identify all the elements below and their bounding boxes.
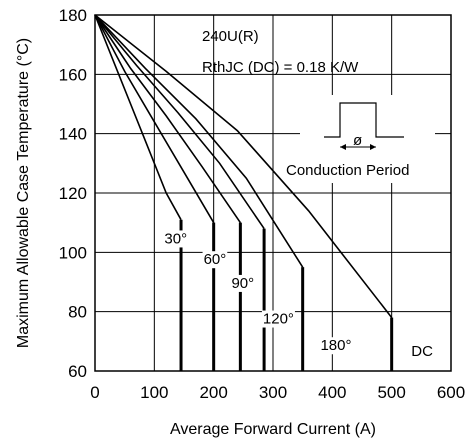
x-tick-label: 300 <box>259 383 287 402</box>
series-label: DC <box>411 343 433 360</box>
series-3: 90° <box>94 14 256 371</box>
series-curve <box>94 14 242 224</box>
series-curve <box>94 14 265 230</box>
series-curve <box>94 14 182 221</box>
series-1: 30° <box>94 14 189 371</box>
conduction-inset: ø Conduction Period <box>286 95 435 183</box>
x-tick-label: 400 <box>318 383 346 402</box>
y-tick-label: 60 <box>68 362 87 381</box>
inset-caption: Conduction Period <box>286 162 409 179</box>
series-2: 60° <box>94 14 228 371</box>
series-label: 60° <box>204 251 227 268</box>
series-label-bg <box>202 251 228 269</box>
x-tick-label: 600 <box>437 383 465 402</box>
inset-phi: ø <box>353 132 362 149</box>
series-label: 30° <box>164 230 187 247</box>
x-tick-label: 100 <box>140 383 168 402</box>
series-label-bg <box>319 337 353 355</box>
series-label-bg <box>261 310 295 328</box>
y-tick-label: 100 <box>59 243 87 262</box>
series-curve <box>94 14 215 224</box>
series-6: DC <box>94 14 435 371</box>
y-tick-label: 80 <box>68 303 87 322</box>
y-axis-label: Maximum Allowable Case Temperature (°C) <box>15 38 32 348</box>
series-4: 120° <box>94 14 295 371</box>
series-label-bg <box>230 274 256 292</box>
y-tick-label: 160 <box>59 65 87 84</box>
inset-pulse <box>324 102 404 138</box>
series-group: 30° 60°90° 120° 180° DC <box>94 14 435 371</box>
tick-labels: 0 100 200 300 400 500 600 60 80 100 120 140 160 180 <box>59 6 466 402</box>
x-tick-label: 0 <box>90 383 99 402</box>
series-label: 120° <box>263 311 294 328</box>
series-label: 90° <box>231 275 254 292</box>
y-tick-label: 140 <box>59 125 87 144</box>
series-curve <box>94 14 304 268</box>
x-tick-label: 200 <box>199 383 227 402</box>
series-label-bg <box>410 343 435 361</box>
rth-label: RthJC (DC) = 0.18 K/W <box>202 59 359 76</box>
x-tick-label: 500 <box>377 383 405 402</box>
x-axis-label: Average Forward Current (A) <box>170 421 376 438</box>
series-label-bg <box>163 230 189 248</box>
series-label: 180° <box>320 337 351 354</box>
device-label: 240U(R) <box>202 28 259 45</box>
series-curve <box>94 14 393 319</box>
series-5: 180° <box>94 14 353 371</box>
plot-frame <box>94 14 452 372</box>
y-tick-label: 120 <box>59 184 87 203</box>
y-tick-label: 180 <box>59 6 87 25</box>
